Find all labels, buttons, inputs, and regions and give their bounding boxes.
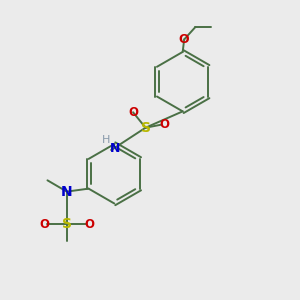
Text: O: O [39,218,49,231]
Text: H: H [102,136,110,146]
Text: O: O [179,33,190,46]
Text: O: O [85,218,95,231]
Text: S: S [62,217,72,231]
Text: N: N [110,142,120,155]
Text: N: N [61,184,73,199]
Text: O: O [159,118,169,131]
Text: O: O [128,106,138,119]
Text: S: S [140,121,151,135]
